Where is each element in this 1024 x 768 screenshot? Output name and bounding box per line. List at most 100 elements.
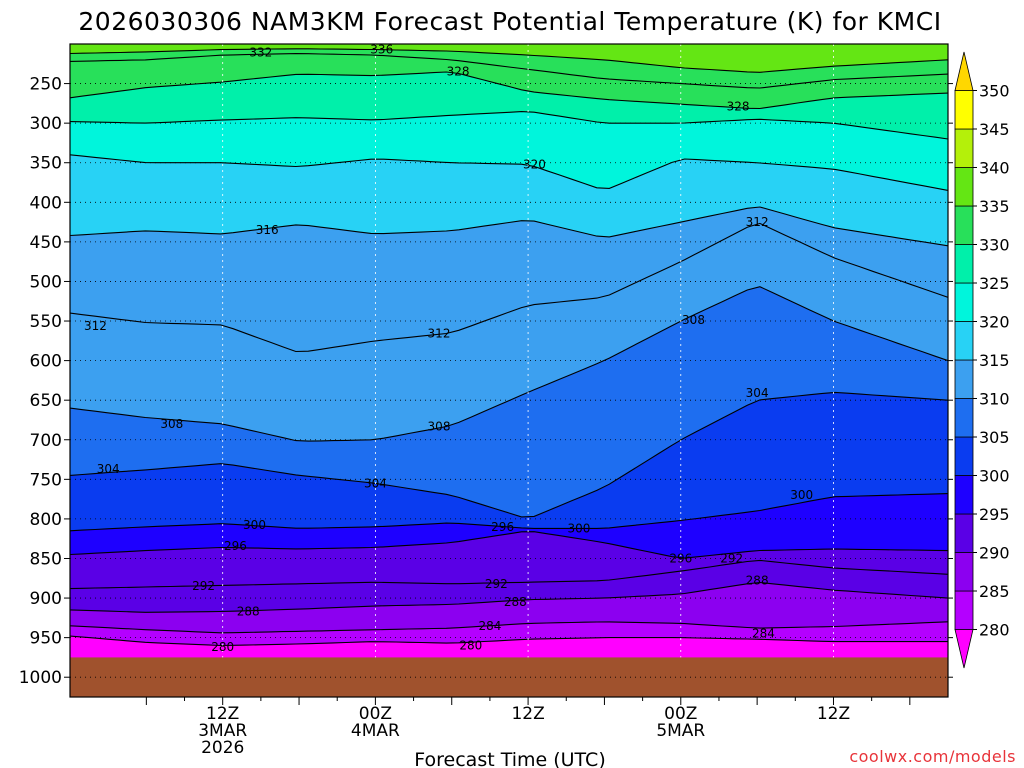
colorbar-label: 325 [979,274,1010,293]
contour-label: 284 [752,627,775,641]
contour-label: 296 [669,551,692,565]
y-tick-label: 950 [30,629,62,649]
isentrope-292 [70,559,948,590]
contour-label: 336 [370,43,393,57]
contour-label: 312 [428,327,451,341]
x-tick-label: 4MAR [351,721,400,741]
isentrope-280 [70,635,948,647]
isentrope-320 [70,154,948,191]
y-tick-label: 750 [30,470,62,490]
y-tick-label: 450 [30,233,62,253]
isentrope-296 [70,531,948,559]
contour-label: 296 [491,520,514,534]
colorbar-label: 315 [979,351,1010,370]
colorbar-swatch [954,590,974,630]
plot-inner: 336 332 328 328 320 316 312 312 312 308 308 308 304 3… [70,43,948,697]
colorbar-swatch [954,167,974,207]
contour-label: 308 [682,313,705,327]
contour-label: 304 [364,476,387,490]
colorbar-swatch [954,629,974,669]
isentrope-332 [70,53,948,89]
y-tick-label: 650 [30,391,62,411]
colorbar-label: 285 [979,582,1010,601]
y-tick-label: 600 [30,352,62,372]
contour-label: 312 [746,215,769,229]
contour-label: 316 [256,223,279,237]
credit-text: coolwx.com/models [849,747,1016,766]
colorbar-swatch [954,205,974,245]
contour-label: 300 [568,521,591,535]
isentrope-304 [70,391,948,518]
contour-label: 288 [504,595,527,609]
colorbar-label: 335 [979,197,1010,216]
isentrope-288 [70,581,948,613]
colorbar: 280 285 290 295 300 305 310 315 320 325 330 335 340 3… [954,51,1010,669]
contour-label: 280 [459,639,482,653]
contour-label: 296 [224,539,247,553]
plot-area: 336 332 328 328 320 316 312 312 312 308 308 308 304 3… [69,43,949,698]
x-tick-label: 00Z [664,704,697,724]
isentrope-324 [70,111,948,140]
y-tick-label: 550 [30,312,62,332]
isentrope-312 [70,222,948,353]
colorbar-label: 305 [979,428,1010,447]
y-tick-label: 250 [30,75,62,95]
colorbar-swatch [954,436,974,476]
colorbar-label: 330 [979,236,1010,255]
colorbar-swatch [954,513,974,553]
y-tick-label: 1000 [19,668,62,688]
contour-label: 300 [243,518,266,532]
contour-label: 288 [746,574,769,588]
colorbar-label: 295 [979,505,1010,524]
colorbar-label: 345 [979,120,1010,139]
isentrope-328 [70,71,948,110]
colorbar-label: 350 [979,82,1010,101]
x-tick-label: 2026 [201,738,244,758]
colorbar-swatch [954,552,974,592]
colorbar-label: 280 [979,621,1010,640]
contour-label: 284 [478,619,501,633]
y-tick-label: 800 [30,510,62,530]
contour-label: 292 [485,577,508,591]
contour-label: 320 [523,157,546,171]
isentrope-308 [70,286,948,442]
colorbar-swatch [954,359,974,399]
colorbar-swatch [954,398,974,438]
contour-label: 288 [237,605,260,619]
x-tick-label: 12Z [511,704,544,724]
isentrope-300 [70,493,948,532]
colorbar-swatch [954,128,974,168]
colorbar-label: 320 [979,313,1010,332]
isentrope-336 [70,48,948,73]
contour-label: 304 [97,462,120,476]
x-tick-label: 5MAR [656,721,705,741]
x-tick-label: 3MAR [198,721,247,741]
y-tick-label: 700 [30,431,62,451]
x-tick-label: 12Z [206,704,239,724]
isentrope-284 [70,621,948,634]
colorbar-label: 340 [979,159,1010,178]
contour-label: 312 [84,319,107,333]
colorbar-label: 310 [979,390,1010,409]
y-tick-label: 850 [30,549,62,569]
contour-label: 292 [720,551,743,565]
y-axis: 250 300 350 400 450 500 550 600 650 700 750 800 850 9… [19,75,953,688]
chart-title: 2026030306 NAM3KM Forecast Potential Tem… [78,7,941,36]
contour-label: 328 [447,65,470,79]
ground-fill [70,657,948,697]
y-tick-label: 350 [30,154,62,174]
y-tick-label: 400 [30,193,62,213]
colorbar-swatch [954,90,974,130]
y-tick-label: 300 [30,114,62,134]
colorbar-swatch [954,244,974,284]
contour-label: 304 [746,386,769,400]
colorbar-label: 300 [979,467,1010,486]
isentrope-316 [70,206,948,247]
contour-label: 308 [428,419,451,433]
colorbar-label: 290 [979,544,1010,563]
y-tick-label: 900 [30,589,62,609]
x-tick-label: 12Z [817,704,850,724]
contour-label: 332 [249,46,272,60]
colorbar-swatch [954,321,974,361]
